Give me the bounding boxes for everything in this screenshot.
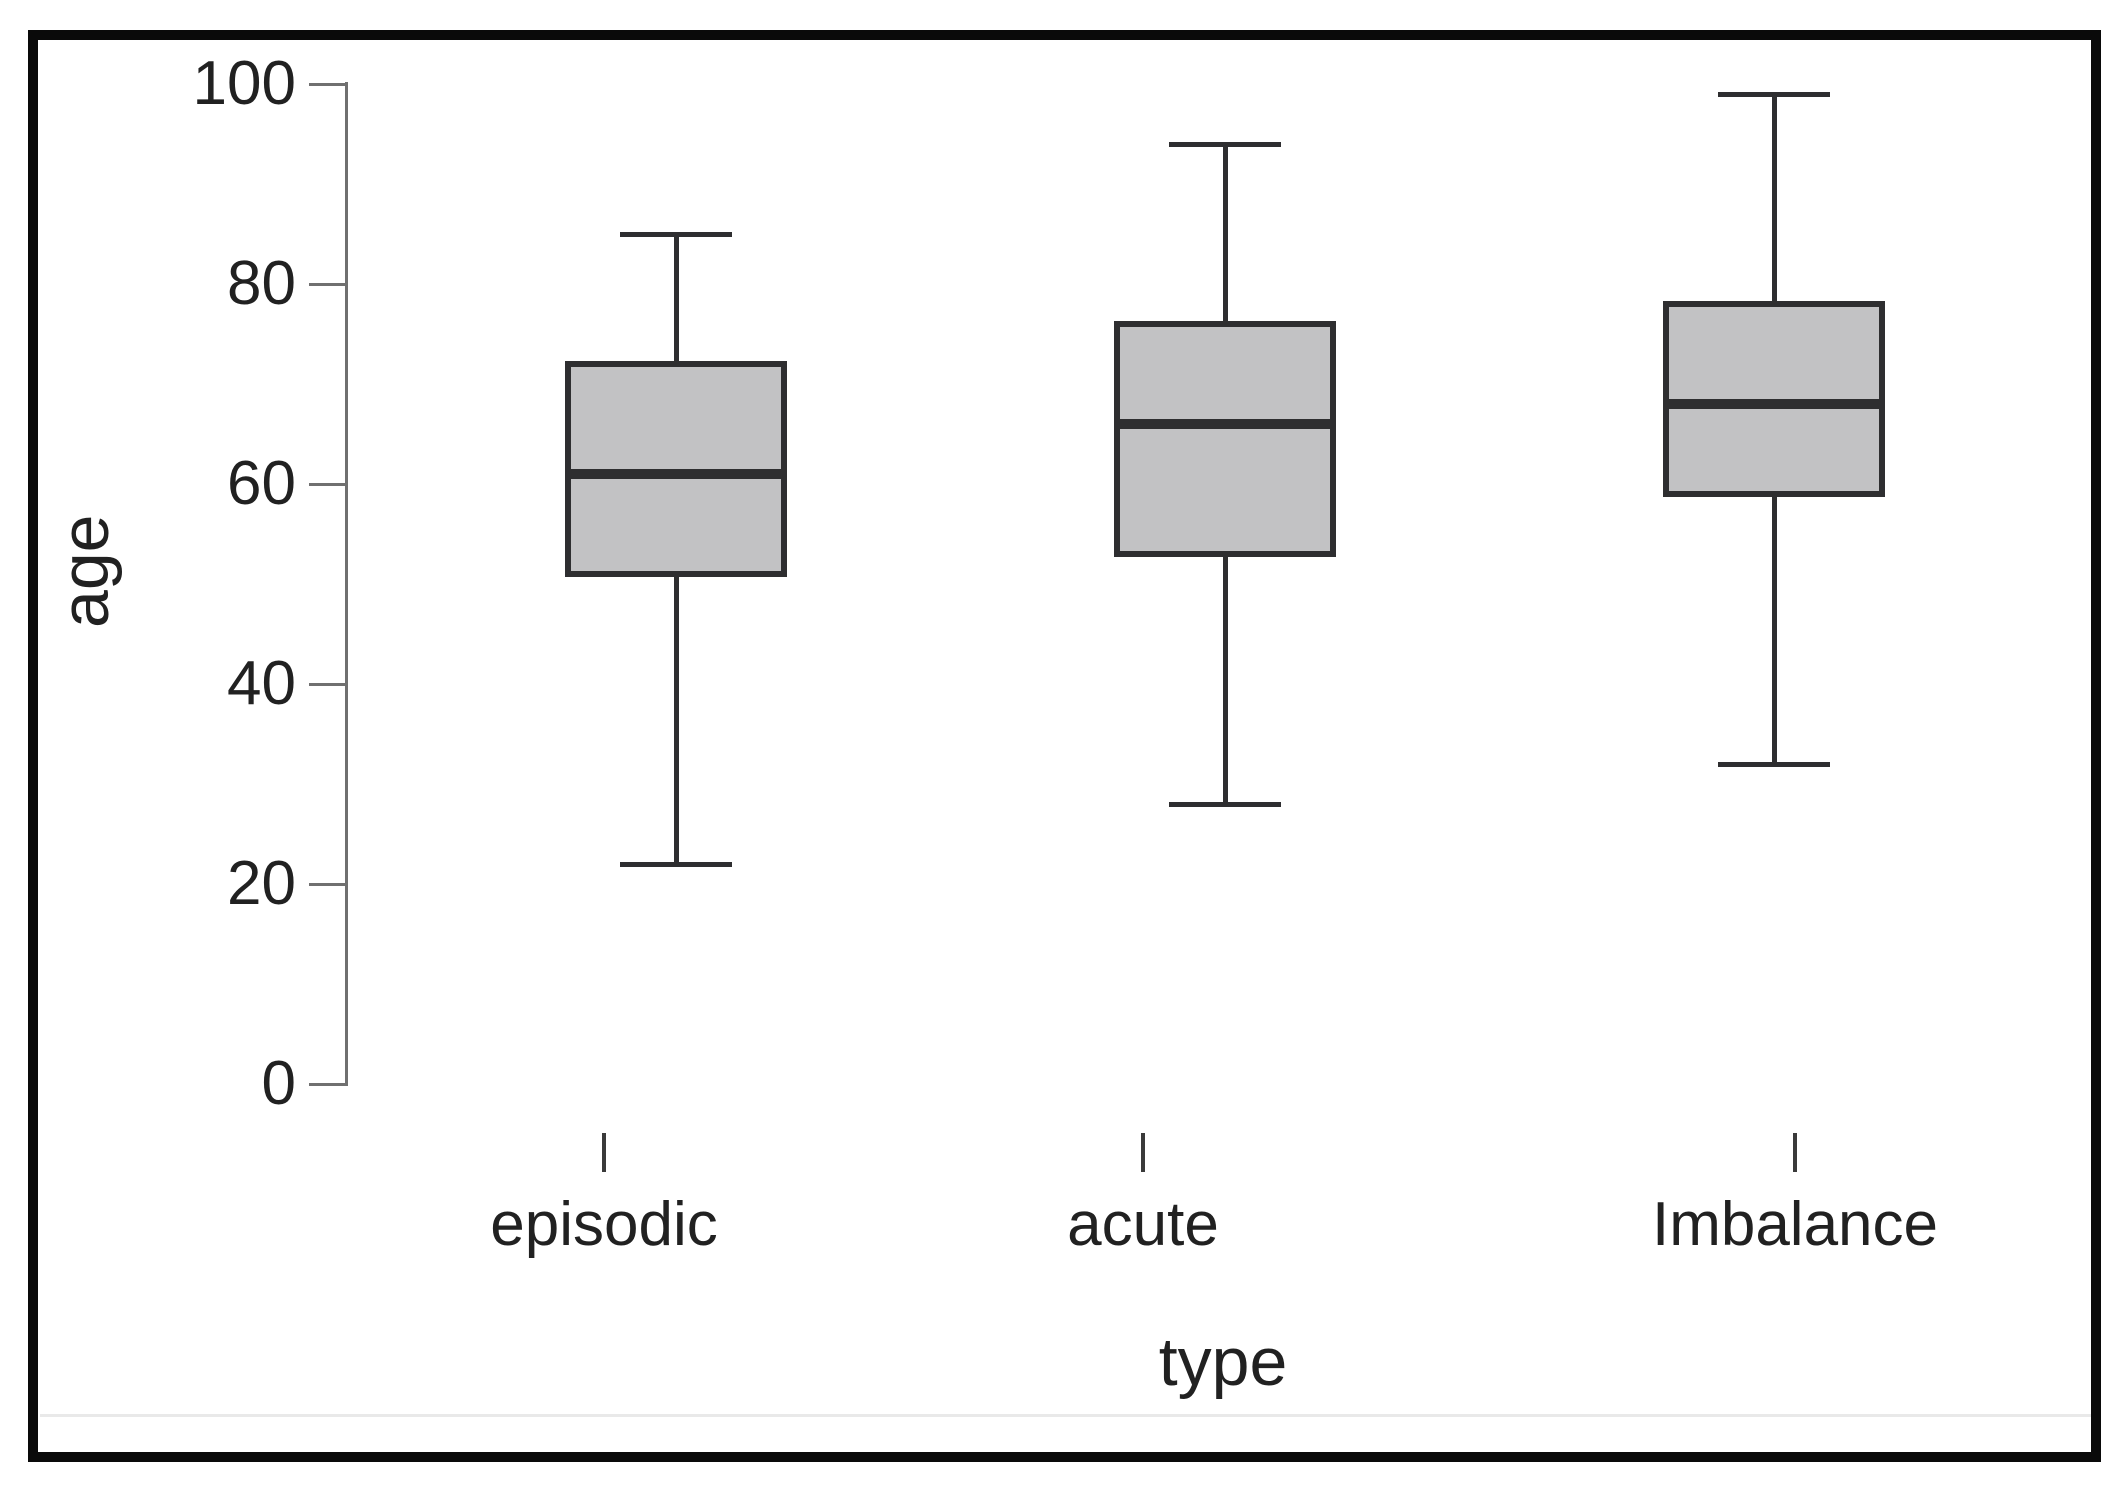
x-tick-imbalance (1793, 1133, 1797, 1172)
y-tick-label: 20 (227, 849, 296, 918)
bottom-divider (40, 1414, 2091, 1417)
box-acute (1114, 321, 1336, 557)
figure-border (28, 30, 2101, 1462)
y-tick-label: 100 (192, 49, 296, 118)
y-tick (309, 83, 345, 86)
y-tick (309, 883, 345, 886)
x-tick-episodic (602, 1133, 606, 1172)
x-category-label-acute: acute (1067, 1190, 1219, 1259)
whisker-top-line-imbalance (1772, 94, 1777, 304)
x-category-label-episodic: episodic (490, 1190, 718, 1259)
whisker-top-line-episodic (674, 234, 679, 364)
whisker-bottom-cap-episodic (620, 862, 732, 867)
y-tick-label: 0 (261, 1049, 296, 1118)
x-axis-title: type (1158, 1324, 1288, 1400)
whisker-bottom-cap-imbalance (1718, 762, 1830, 767)
y-tick-label: 40 (227, 649, 296, 718)
whisker-top-line-acute (1223, 144, 1228, 324)
y-tick-label: 80 (227, 249, 296, 318)
whisker-bottom-line-imbalance (1772, 494, 1777, 766)
x-tick-acute (1141, 1133, 1145, 1172)
whisker-bottom-cap-acute (1169, 802, 1281, 807)
y-tick (309, 1083, 345, 1086)
y-tick (309, 483, 345, 486)
median-acute (1114, 419, 1336, 429)
y-axis-line (345, 82, 348, 1086)
median-episodic (565, 469, 787, 479)
y-axis-title: age (47, 514, 123, 628)
x-category-label-imbalance: Imbalance (1651, 1190, 1939, 1259)
whisker-bottom-line-acute (1223, 554, 1228, 806)
y-tick (309, 283, 345, 286)
median-imbalance (1663, 399, 1885, 409)
whisker-bottom-line-episodic (674, 574, 679, 866)
y-tick (309, 683, 345, 686)
y-tick-label: 60 (227, 449, 296, 518)
